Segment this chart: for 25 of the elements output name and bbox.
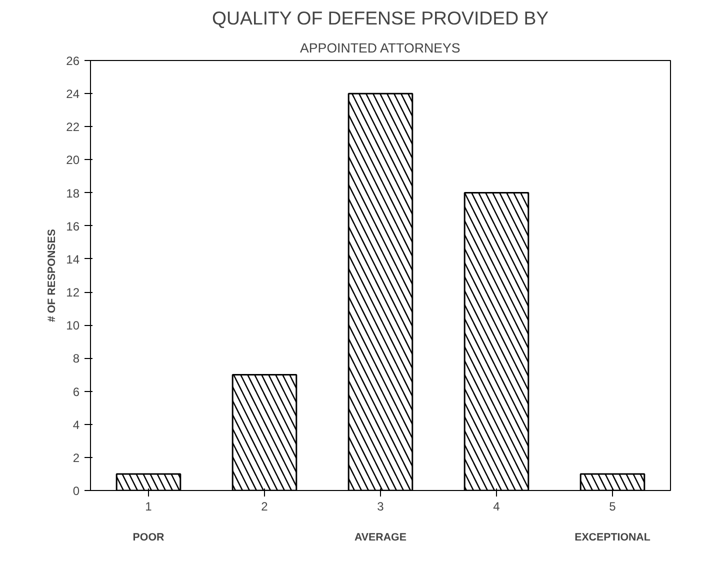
- y-tick-label: 24: [66, 87, 80, 102]
- y-tick-label: 2: [72, 450, 80, 465]
- x-tick-label: 2: [261, 500, 268, 514]
- y-tick-label: 20: [66, 153, 80, 168]
- y-tick-label: 0: [72, 484, 80, 498]
- text: POOR: [132, 532, 164, 544]
- y-tick-label: 14: [66, 252, 80, 266]
- x-tick-label: 5: [609, 500, 616, 514]
- x-tick-label: 3: [377, 500, 384, 514]
- y-axis-title: # OF RESPONSES: [46, 229, 58, 322]
- y-tick-label: 26: [66, 54, 80, 68]
- y-tick-label: 22: [66, 120, 80, 134]
- y-tick-label: 4: [72, 418, 80, 432]
- chart-subtitle: APPOINTED ATTORNEYS: [300, 40, 460, 56]
- x-tick-label: 4: [493, 500, 500, 514]
- y-tick-label: 10: [66, 318, 80, 333]
- y-tick-label: 6: [72, 384, 80, 399]
- chart-title: QUALITY OF DEFENSE PROVIDED BY: [212, 8, 550, 28]
- y-tick-label: 8: [72, 352, 80, 366]
- y-tick-label: 16: [66, 219, 80, 234]
- text: AVERAGE: [354, 532, 406, 544]
- text: EXCEPTIONAL: [574, 532, 651, 544]
- x-tick-label: 1: [145, 500, 152, 514]
- y-tick-label: 18: [66, 186, 80, 200]
- y-tick-label: 12: [66, 286, 80, 300]
